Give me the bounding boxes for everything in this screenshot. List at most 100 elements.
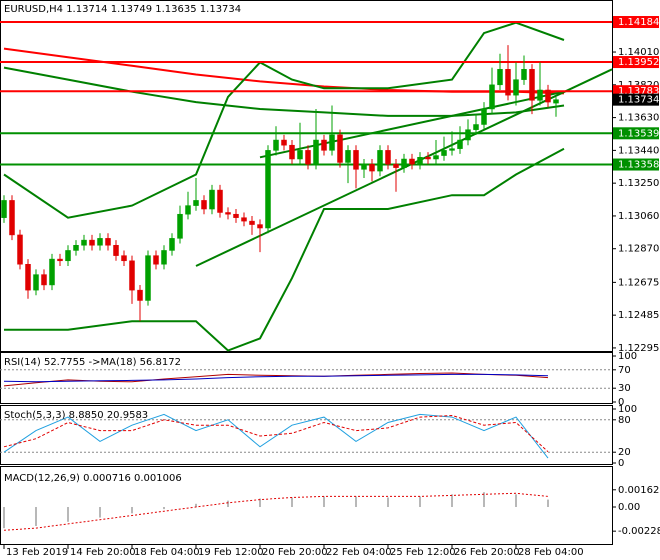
candle-body [497,69,503,86]
level-label-box [613,56,659,69]
candle-body [441,150,447,156]
main-panel [0,0,613,352]
macd-bar [259,498,261,507]
y-tick-label: 1.12295 [618,343,659,354]
candle-body [89,239,95,246]
indicator-line [3,373,549,383]
candle-body [505,69,511,96]
macd-bar [195,503,197,507]
candle-body [225,212,231,215]
candle-body [353,150,359,170]
macd-bar [131,507,133,514]
candle-body [521,69,527,80]
indicator-line [3,413,549,459]
candle-body [249,220,255,225]
candle-body [57,258,63,262]
y-tick-label: 1.12870 [618,244,659,255]
macd-bar [163,507,165,510]
x-tick-label: 26 Feb 20:00 [454,547,520,558]
candle-body [305,150,311,165]
candle-body [361,163,367,170]
x-tick-label: 13 Feb 2019 [6,547,68,558]
y-tick-label: 100 [618,404,637,415]
candle-body [297,150,303,160]
y-tick-label: 0.00 [618,502,640,513]
candle-body [321,139,327,151]
candle-body [97,238,103,246]
rsi-panel [0,352,613,404]
candle-body [65,250,71,262]
candle-body [393,163,399,168]
macd-signal [3,492,549,531]
macd-bar [35,507,37,527]
candle-body [345,150,351,163]
candle-body [489,84,495,110]
candle-body [9,200,15,236]
stoch-panel [0,405,613,465]
macd-bar [323,496,325,507]
chart-title: EURUSD,H4 1.13714 1.13749 1.13635 1.1373… [4,4,241,15]
candle-body [185,205,191,215]
macd-bar [355,496,357,507]
macd-bar [451,494,453,507]
candle-body [129,260,135,291]
candle-body [425,157,431,160]
candle-body [137,289,143,301]
candle-body [473,124,479,130]
x-tick-label: 25 Feb 12:00 [390,547,456,558]
candle-body [73,245,79,251]
y-tick-label: 30 [618,383,631,394]
candle-body [289,144,295,160]
macd-bar [387,497,389,507]
candle-body [313,139,319,165]
level-label: 1.13539 [618,128,659,139]
x-tick-label: 22 Feb 04:00 [326,547,392,558]
candle-body [433,155,439,160]
y-tick-label: 1.13440 [618,145,659,156]
macd-bar [3,507,5,529]
macd-bar [515,494,517,507]
candle-body [177,213,183,239]
candle-body [281,139,287,146]
x-tick-label: 18 Feb 04:00 [134,547,200,558]
candle-body [193,200,199,206]
current-price-box [613,93,659,106]
candle-body [145,255,151,301]
candle-body [153,255,159,265]
candle-body [217,189,223,213]
candle-body [481,108,487,125]
candle-body [537,89,543,101]
macd-bar [227,500,229,507]
macd-bar [547,499,549,507]
candle-body [1,200,7,218]
x-tick-label: 19 Feb 12:00 [198,547,264,558]
candle-body [169,238,175,251]
y-tick-label: 0 [618,458,624,469]
candle-body [457,139,463,149]
y-tick-label: 1.13060 [618,211,659,222]
level-label: 1.13952 [618,57,659,68]
candle-body [417,157,423,165]
candle-body [337,134,343,163]
level-label-box [613,127,659,140]
macd-panel [0,466,613,545]
candle-body [81,239,87,246]
candle-body [329,134,335,151]
macd-bar [419,496,421,507]
x-tick-label: 28 Feb 04:00 [518,547,584,558]
candle-body [385,150,391,165]
candle-body [201,200,207,210]
y-tick-label: 70 [618,365,631,376]
candle-body [465,129,471,141]
candle-body [33,274,39,291]
candle-body [209,189,215,210]
y-tick-label: 20 [618,447,631,458]
panel-title: MACD(12,26,9) 0.000716 0.001006 [4,473,182,484]
panel-title: Stoch(5,3,3) 8.8850 20.9583 [4,410,148,421]
candle-body [545,89,551,103]
y-tick-label: -0.002285 [618,526,660,537]
y-tick-label: 0 [618,397,624,408]
candle-body [377,150,383,172]
candle-body [41,274,47,286]
candle-body [233,213,239,218]
